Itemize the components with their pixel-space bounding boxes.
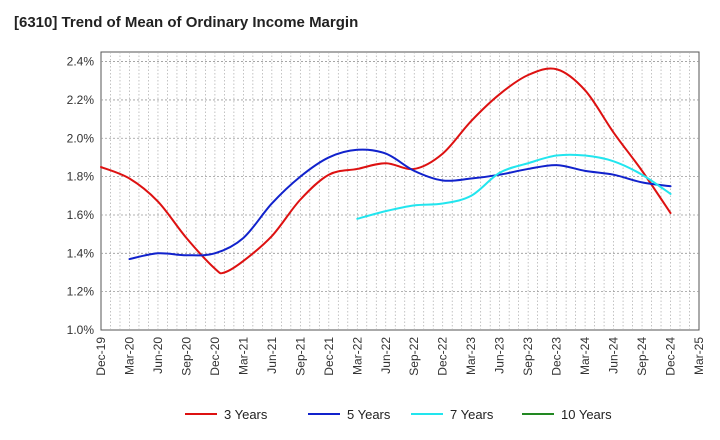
x-tick-label: Sep-20: [179, 337, 193, 376]
series-line-5-years: [128, 148, 672, 261]
y-tick-label: 2.2%: [67, 93, 95, 107]
x-tick-label: Mar-20: [122, 337, 136, 375]
y-tick-label: 1.4%: [67, 246, 95, 260]
x-tick-label: Sep-23: [521, 337, 535, 376]
legend: 3 Years 5 Years 7 Years 10 Years: [185, 407, 612, 422]
y-tick-label: 2.4%: [67, 55, 95, 69]
y-tick-label: 1.8%: [67, 170, 95, 184]
x-tick-label: Jun-22: [379, 337, 393, 374]
x-tick-label: Jun-23: [493, 337, 507, 374]
x-tick-label: Dec-24: [664, 337, 678, 376]
x-tick-label: Sep-21: [293, 337, 307, 376]
x-axis: Dec-19 Mar-20 Jun-20 Sep-20 Dec-20 Mar-21 Jun-…: [94, 337, 706, 376]
x-tick-label: Sep-22: [407, 337, 421, 376]
x-tick-label: Mar-24: [578, 337, 592, 375]
y-axis: 1.0% 1.2% 1.4% 1.6% 1.8% 2.0% 2.2% 2.4%: [67, 55, 95, 337]
grid-lines: [101, 52, 699, 330]
y-tick-label: 1.2%: [67, 285, 95, 299]
y-tick-label: 2.0%: [67, 131, 95, 145]
x-tick-label: Sep-24: [635, 337, 649, 376]
x-tick-label: Mar-25: [692, 337, 706, 375]
x-tick-label: Jun-20: [151, 337, 165, 374]
x-tick-label: Mar-22: [350, 337, 364, 375]
plot-frame: [100, 51, 700, 331]
x-tick-label: Mar-23: [464, 337, 478, 375]
legend-label-3-years: 3 Years: [224, 407, 268, 422]
series-line-7-years: [356, 153, 672, 220]
x-tick-label: Dec-22: [436, 337, 450, 376]
x-tick-label: Dec-20: [208, 337, 222, 376]
series-lines: [100, 67, 672, 275]
y-tick-label: 1.6%: [67, 208, 95, 222]
x-tick-label: Dec-23: [550, 337, 564, 376]
legend-label-5-years: 5 Years: [347, 407, 391, 422]
x-tick-label: Dec-19: [94, 337, 108, 376]
x-tick-label: Jun-21: [265, 337, 279, 374]
plot-area: [100, 51, 700, 331]
x-tick-label: Mar-21: [236, 337, 250, 375]
chart-title: [6310] Trend of Mean of Ordinary Income …: [14, 14, 359, 31]
x-tick-label: Dec-21: [322, 337, 336, 376]
y-tick-label: 1.0%: [67, 323, 95, 337]
legend-label-7-years: 7 Years: [450, 407, 494, 422]
legend-label-10-years: 10 Years: [561, 407, 612, 422]
x-tick-label: Jun-24: [607, 337, 621, 374]
